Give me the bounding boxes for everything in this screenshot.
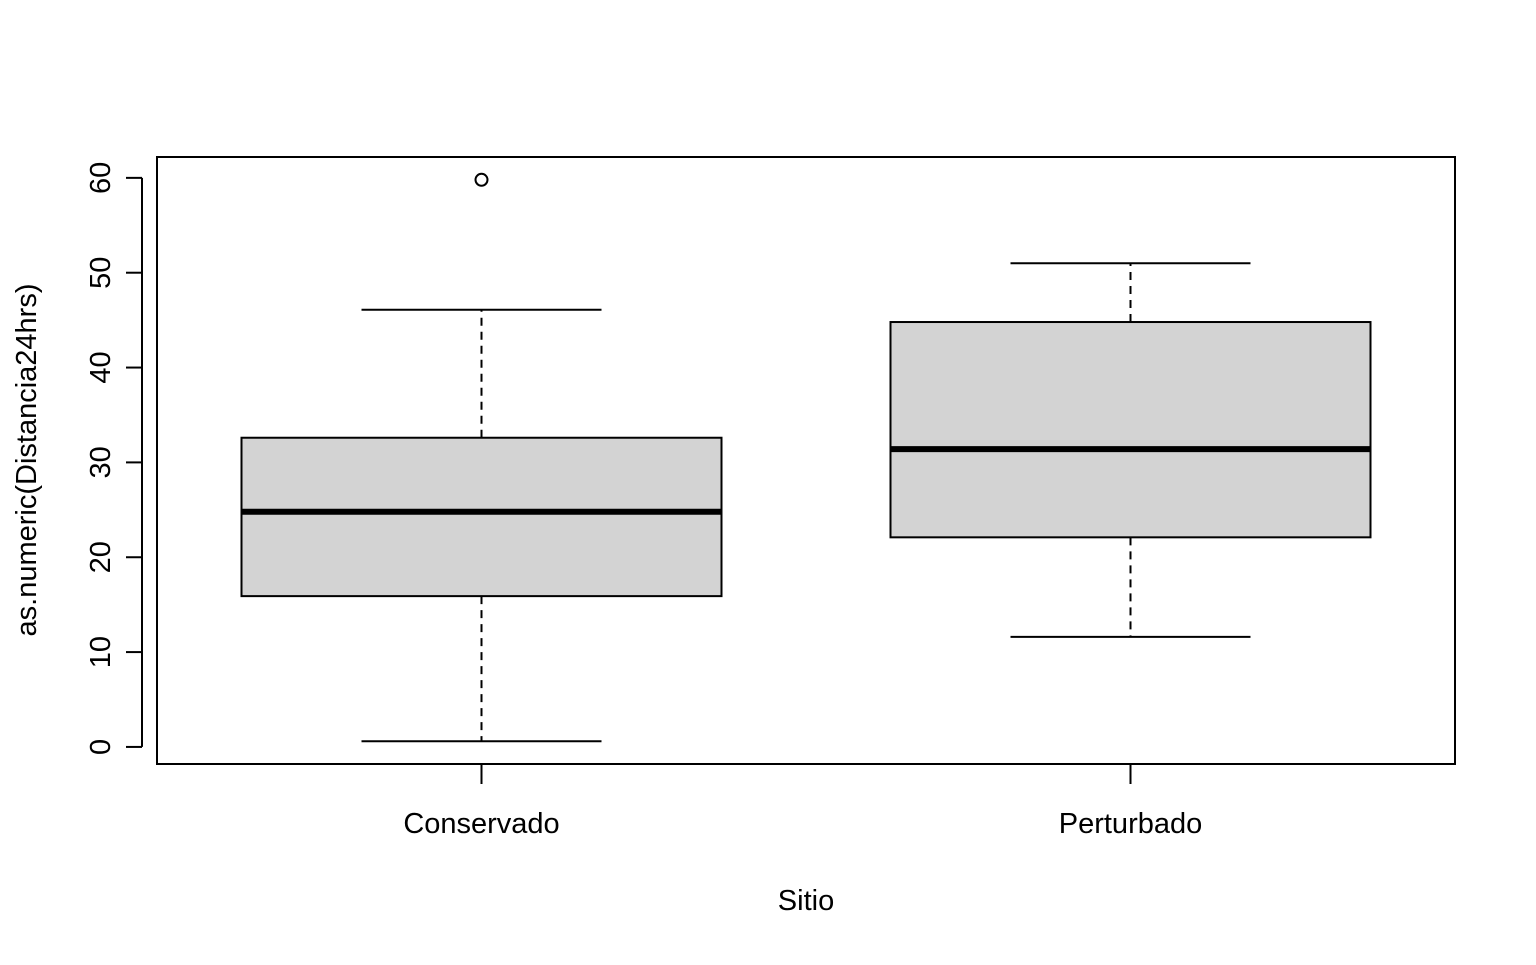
y-tick-label: 60 [85,162,117,194]
box-iqr [889,321,1372,539]
x-axis-title: Sitio [778,885,834,917]
box-iqr [240,436,723,598]
y-tick-label: 50 [85,257,117,289]
y-axis: 0 10 20 30 40 50 60 [85,162,143,755]
y-tick-label: 40 [85,351,117,383]
box-conservado [240,172,723,743]
x-axis: Conservado Perturbado [403,764,1202,840]
outlier-point [474,172,489,187]
y-tick-label: 20 [85,541,117,573]
y-tick-label: 30 [85,446,117,478]
y-tick-label: 0 [85,739,117,755]
box-group [240,172,1372,743]
y-axis-title: as.numeric(Distancia24hrs) [11,284,43,637]
x-tick-label: Conservado [403,808,559,840]
plot-frame [156,156,1456,765]
x-tick-label: Perturbado [1059,808,1203,840]
y-tick-label: 10 [85,636,117,668]
box-perturbado [889,262,1372,638]
